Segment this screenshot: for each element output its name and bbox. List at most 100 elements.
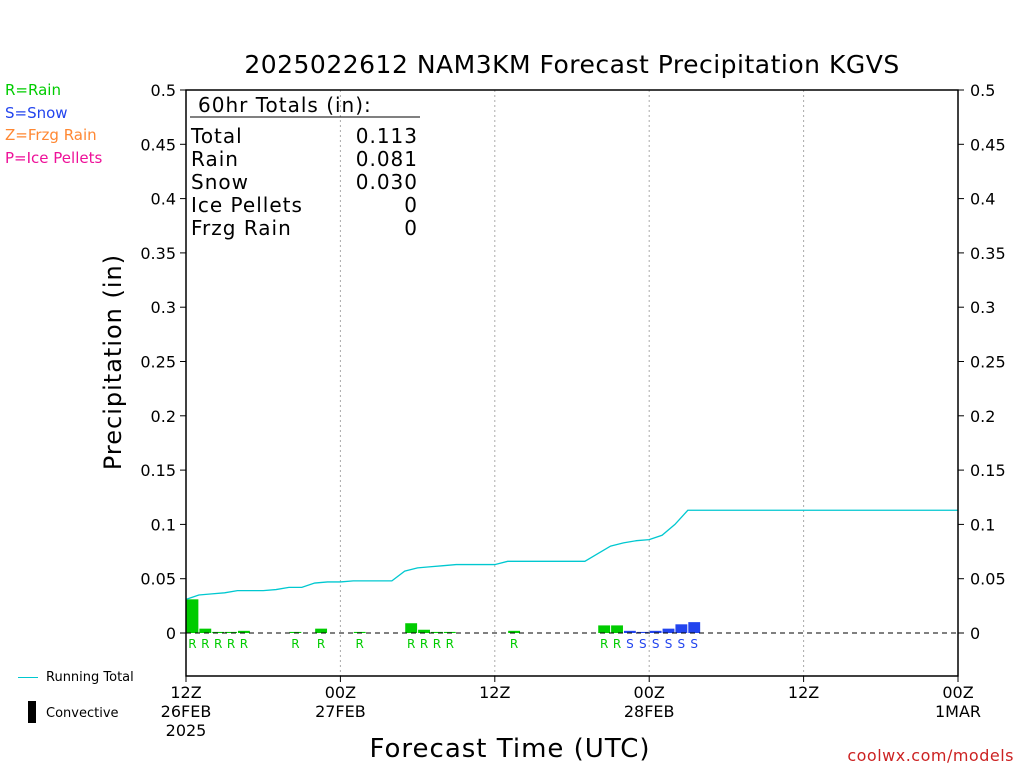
precip-bar [289,631,302,633]
precip-type-label: S [665,637,673,651]
precip-type-label: R [291,637,299,651]
totals-row-value: 0 [404,216,418,240]
y-tick-label-right: 0.5 [970,81,995,100]
precip-bar [430,631,443,633]
precip-type-label: S [690,637,698,651]
precip-type-label: R [613,637,621,651]
precip-bar [598,625,611,633]
totals-row-value: 0.030 [356,170,418,194]
x-tick-label: 00Z [942,683,973,702]
plot-frame [185,89,959,677]
y-tick-label: 0.35 [140,244,176,263]
totals-row-label: Rain [191,147,239,171]
precip-bar [636,631,649,633]
x-axis-label: Forecast Time (UTC) [369,734,651,764]
y-tick-label: 0.05 [140,570,176,589]
y-tick-label-right: 0.1 [970,515,995,534]
precip-bar [237,630,250,633]
precip-bar [623,630,636,633]
x-tick-label: 1MAR [935,702,981,721]
y-tick-label-right: 0.15 [970,461,1006,480]
y-tick-label-right: 0.05 [970,570,1006,589]
x-tick-label: 00Z [325,683,356,702]
y-tick-label-right: 0.45 [970,135,1006,154]
precip-bar [508,630,521,633]
precip-bar [212,631,225,633]
totals-row-value: 0.113 [356,124,418,148]
totals-row-label: Frzg Rain [191,216,292,240]
legend-rain: R=Rain [5,81,61,99]
precip-bar [662,628,675,633]
totals-row-value: 0 [404,193,418,217]
precip-type-label: R [407,637,415,651]
y-tick-label-right: 0 [970,624,980,643]
y-tick-label: 0.3 [151,298,176,317]
totals-row-label: Ice Pellets [191,193,303,217]
precip-type-label: S [626,637,634,651]
axes: 0 00.05 0.050.1 0.10.15 0.150.2 0.20.25 0.250.… [140,81,1005,740]
y-tick-label: 0.5 [151,81,176,100]
y-tick-label: 0.4 [151,190,176,209]
y-tick-label: 0.1 [151,515,176,534]
chart-title: 2025022612 NAM3KM Forecast Precipitation… [244,50,900,79]
precip-type-label: R [446,637,454,651]
totals-row-value: 0.081 [356,147,418,171]
y-tick-label-right: 0.4 [970,190,995,209]
y-tick-label: 0.15 [140,461,176,480]
precip-bar [649,630,662,633]
running-total-key-label: Running Total [46,670,134,685]
totals-row-label: Snow [191,170,249,194]
precip-type-label: R [510,637,518,651]
x-tick-label: 28FEB [624,702,675,721]
y-tick-label-right: 0.25 [970,353,1006,372]
x-tick-label: 12Z [170,683,201,702]
totals-box: 60hr Totals (in): Total 0.113 Rain 0.081 Snow… [190,93,420,240]
precip-bar [353,631,366,633]
precip-bar [186,599,199,633]
precip-type-label: R [317,637,325,651]
precip-bar [315,628,328,633]
running-total-line [185,509,958,600]
y-tick-label: 0.45 [140,135,176,154]
y-tick-label-right: 0.3 [970,298,995,317]
precip-type-label: R [600,637,608,651]
totals-row-label: Total [190,124,243,148]
precip-type-label: R [214,637,222,651]
x-tick-label: 12Z [479,683,510,702]
y-tick-label-right: 0.35 [970,244,1006,263]
y-tick-label: 0 [166,624,176,643]
y-tick-label: 0.2 [151,407,176,426]
precip-type-label: R [227,637,235,651]
precip-type-label: R [188,637,196,651]
precip-bar [443,631,456,633]
running-total-key-line [18,677,38,678]
precip-bar [199,628,212,633]
precip-type-label: S [652,637,660,651]
precip-bar [611,625,623,633]
precip-type-label: S [678,637,686,651]
precip-bar [675,624,688,633]
x-tick-label: 2025 [166,721,207,740]
precip-bar [688,622,701,633]
totals-header: 60hr Totals (in): [198,93,372,117]
precip-bar [405,623,418,633]
precip-bar [225,631,237,633]
legend-ice-pellets: P=Ice Pellets [5,149,103,167]
precip-type-label: R [240,637,248,651]
legend-snow: S=Snow [5,104,68,122]
x-tick-label: 00Z [634,683,665,702]
precip-type-label: R [433,637,441,651]
convective-key-label: Convective [46,706,119,721]
credit-link[interactable]: coolwx.com/models [847,746,1014,765]
legend-frzg-rain: Z=Frzg Rain [5,126,97,144]
precip-type-label: R [201,637,209,651]
precip-type-label: R [420,637,428,651]
running-total-line [185,509,958,600]
convective-key-swatch [28,701,36,723]
precip-type-label: S [639,637,647,651]
precip-bar [418,629,430,633]
x-tick-label: 12Z [788,683,819,702]
y-tick-label-right: 0.2 [970,407,995,426]
